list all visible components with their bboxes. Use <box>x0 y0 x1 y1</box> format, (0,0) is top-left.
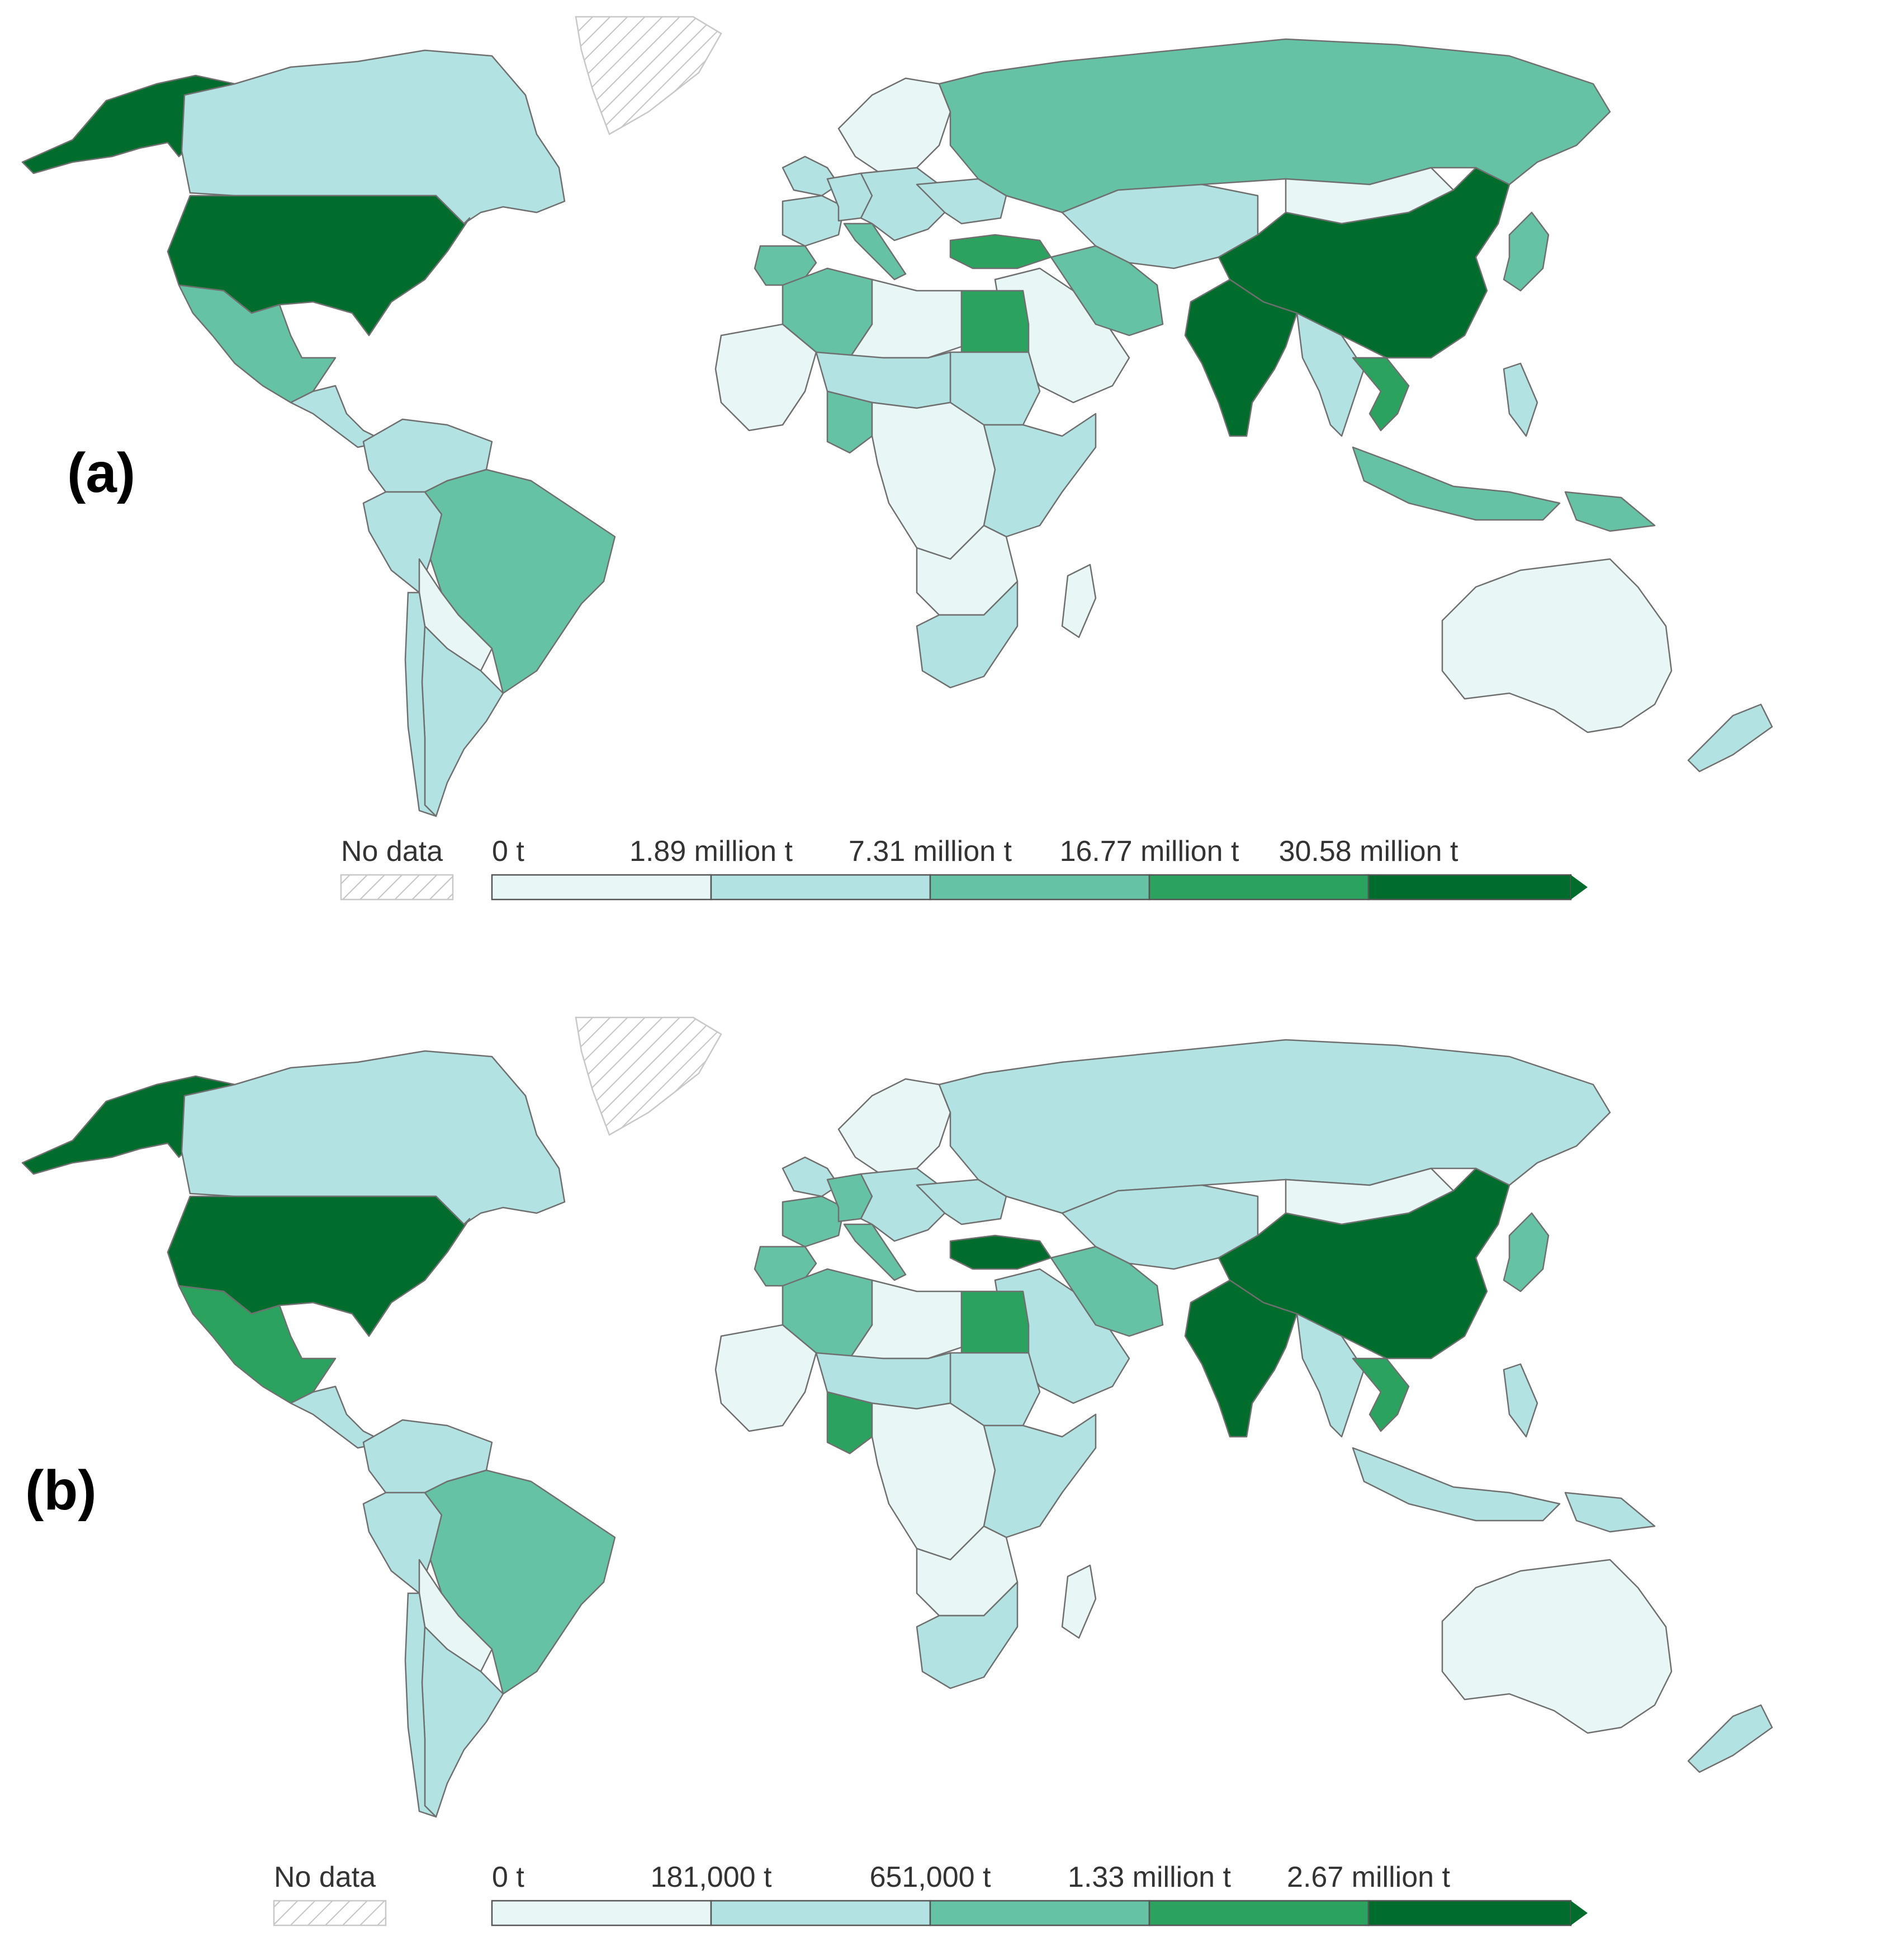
country-south-africa <box>916 580 1019 689</box>
country-madagascar <box>1061 564 1097 638</box>
legend-bin-3 <box>1148 1900 1370 1926</box>
legend-arrow <box>1571 1901 1588 1925</box>
legend-bin-1 <box>710 874 931 901</box>
country-philippines <box>1503 1363 1538 1438</box>
legend-bin-1 <box>710 1900 931 1926</box>
panel-label: (b) <box>25 1459 97 1522</box>
country-iran <box>1050 1246 1164 1337</box>
legend: No data 0 t 181,000 t 651,000 t 1.33 million… <box>273 1861 1588 1926</box>
country-india <box>1184 278 1298 437</box>
legend-tick-label: 16.77 million t <box>1060 835 1239 868</box>
country-indonesia <box>1352 446 1561 521</box>
country-philippines <box>1503 362 1538 437</box>
country-australia <box>1441 558 1673 733</box>
country-italy <box>843 1223 907 1281</box>
legend-tick-label: 1.33 million t <box>1068 1861 1231 1893</box>
legend-no-data-swatch <box>273 1900 387 1926</box>
country-southeast-asia <box>1296 1313 1365 1438</box>
panel-label: (a) <box>67 442 135 504</box>
country-east-africa <box>983 413 1097 538</box>
country-nigeria <box>826 1391 873 1455</box>
country-indonesia <box>1352 1447 1561 1522</box>
legend-bin-4 <box>1367 1900 1572 1926</box>
country-new-zealand <box>1687 703 1773 773</box>
country-png <box>1564 491 1656 532</box>
country-europe-west <box>782 155 840 197</box>
legend-bin-2 <box>929 874 1150 901</box>
country-east-africa <box>983 1413 1097 1538</box>
country-nigeria <box>826 390 873 454</box>
legend-tick-label: 7.31 million t <box>849 835 1012 868</box>
legend-bin-4 <box>1367 874 1572 901</box>
country-west-africa <box>714 1324 817 1432</box>
legend-tick-label: 0 t <box>492 1861 524 1893</box>
country-scandinavia <box>837 77 951 180</box>
country-greenland <box>575 1016 722 1136</box>
country-madagascar <box>1061 1564 1097 1639</box>
country-italy <box>843 222 907 281</box>
legend-no-data-swatch <box>340 874 454 901</box>
legend-tick-label: 2.67 million t <box>1287 1861 1450 1893</box>
country-scandinavia <box>837 1078 951 1181</box>
map-panel-a: (a) No data 0 t 1.89 million t 7.31 million… <box>21 16 1773 901</box>
country-japan-korea <box>1503 1212 1550 1293</box>
map-panel-b: (b) No data 0 t 181,000 t 651,000 t 1.33 mil… <box>21 1016 1773 1926</box>
legend-bin-3 <box>1148 874 1370 901</box>
country-west-africa <box>714 323 817 432</box>
country-france <box>782 195 845 247</box>
country-southeast-asia <box>1296 312 1365 437</box>
country-mexico <box>178 1285 337 1404</box>
country-iran <box>1050 245 1164 337</box>
country-greenland <box>575 16 722 135</box>
country-mexico <box>178 284 337 404</box>
country-vietnam <box>1352 357 1410 432</box>
legend: No data 0 t 1.89 million t 7.31 million t 16… <box>340 835 1588 901</box>
country-turkey <box>949 234 1052 269</box>
legend-bin-0 <box>491 1900 712 1926</box>
country-europe-west <box>782 1156 840 1197</box>
world-map <box>21 1016 1773 1818</box>
legend-tick-label: 651,000 t <box>870 1861 991 1893</box>
country-south-africa <box>916 1581 1019 1689</box>
country-chile <box>404 1592 437 1818</box>
legend-tick-label: 1.89 million t <box>629 835 793 868</box>
country-india <box>1184 1279 1298 1438</box>
country-japan-korea <box>1503 211 1550 292</box>
country-france <box>782 1195 845 1248</box>
country-brazil <box>424 1469 616 1695</box>
country-vietnam <box>1352 1357 1410 1432</box>
legend-bin-0 <box>491 874 712 901</box>
world-map <box>21 16 1773 817</box>
country-egypt <box>960 290 1030 353</box>
country-chile <box>404 591 437 817</box>
country-egypt <box>960 1290 1030 1354</box>
country-new-zealand <box>1687 1704 1773 1773</box>
country-turkey <box>949 1234 1052 1270</box>
legend-arrow <box>1571 875 1588 899</box>
legend-bin-2 <box>929 1900 1150 1926</box>
country-brazil <box>424 468 616 694</box>
legend-tick-label: 0 t <box>492 835 524 868</box>
country-australia <box>1441 1559 1673 1734</box>
legend-no-data-label: No data <box>341 835 443 868</box>
legend-no-data-label: No data <box>274 1861 376 1893</box>
legend-tick-label: 181,000 t <box>651 1861 772 1893</box>
country-png <box>1564 1492 1656 1533</box>
legend-tick-label: 30.58 million t <box>1279 835 1458 868</box>
